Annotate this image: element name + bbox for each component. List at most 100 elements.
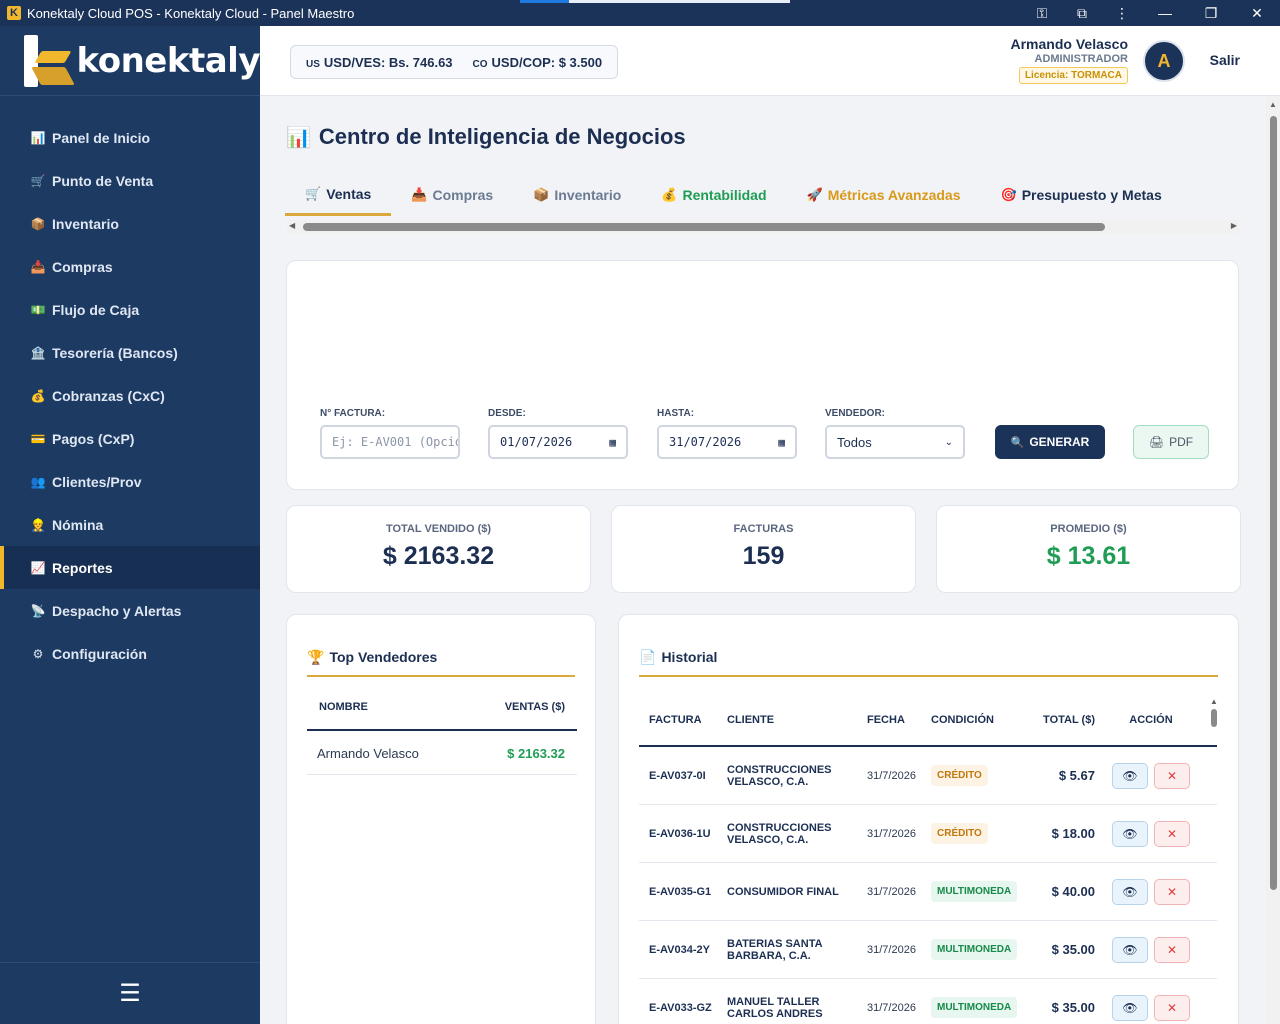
invoice-total: $ 35.00: [1051, 1000, 1095, 1015]
sidebar-item-label: Configuración: [52, 645, 147, 662]
brand-logo[interactable]: konektaly: [0, 26, 261, 96]
table-header: NOMBRE VENTAS ($): [307, 701, 577, 731]
sidebar-item-label: Pagos (CxP): [52, 430, 135, 447]
more-menu-icon[interactable]: ⋮: [1115, 4, 1129, 21]
menu-toggle-icon[interactable]: ☰: [0, 962, 260, 1024]
minimize-button[interactable]: —: [1158, 5, 1172, 21]
inventario-icon: 📦: [533, 187, 550, 202]
tab-inventario[interactable]: 📦 Inventario: [513, 174, 641, 216]
seller-select[interactable]: Todos ⌄: [825, 425, 965, 459]
action-cell: 👁 ✕: [1101, 994, 1201, 1021]
calendar-icon[interactable]: ▦: [778, 435, 785, 449]
sidebar-item-punto-de-venta[interactable]: 🛒 Punto de Venta: [0, 159, 260, 202]
scrollbar-thumb[interactable]: [1270, 116, 1277, 890]
table-scrollbar[interactable]: ▲: [1209, 697, 1219, 1024]
metricas-avanzadas-icon: 🚀: [806, 187, 823, 202]
condition-cell: CRÉDITO: [929, 823, 1037, 844]
invoice-number: E-AV034-2Y: [649, 943, 710, 956]
scrollbar-thumb[interactable]: [303, 223, 1105, 231]
configuracion-icon: ⚙: [32, 646, 44, 661]
client-name: MANUEL TALLER CARLOS ANDRES: [727, 995, 823, 1020]
view-button[interactable]: 👁: [1112, 936, 1148, 963]
delete-button[interactable]: ✕: [1154, 878, 1190, 905]
view-button[interactable]: 👁: [1112, 820, 1148, 847]
sidebar-item-compras[interactable]: 📥 Compras: [0, 245, 260, 288]
chart-icon: 📊: [286, 126, 311, 149]
generate-button[interactable]: 🔍 GENERAR: [995, 425, 1105, 459]
delete-button[interactable]: ✕: [1154, 994, 1190, 1021]
sidebar-item-nomina[interactable]: 👷 Nómina: [0, 503, 260, 546]
invoice-total: $ 18.00: [1051, 826, 1095, 841]
sidebar-item-label: Panel de Inicio: [52, 129, 151, 146]
delete-button[interactable]: ✕: [1154, 762, 1190, 789]
client-name: CONSTRUCCIONES VELASCO, C.A.: [727, 821, 832, 846]
sidebar-item-reportes[interactable]: 📈 Reportes: [0, 546, 260, 589]
key-icon[interactable]: ⚿: [1036, 4, 1048, 21]
calendar-icon[interactable]: ▦: [609, 435, 616, 449]
sidebar-item-configuracion[interactable]: ⚙ Configuración: [0, 632, 260, 675]
invoice-number: E-AV037-0I: [649, 769, 706, 782]
sidebar-item-tesoreria-bancos[interactable]: 🏦 Tesorería (Bancos): [0, 331, 260, 374]
flag-us-icon: US: [306, 58, 320, 70]
view-button[interactable]: 👁: [1112, 762, 1148, 789]
tab-rentabilidad[interactable]: 💰 Rentabilidad: [641, 174, 786, 216]
scroll-right-icon[interactable]: ▶: [1230, 221, 1237, 230]
sidebar: konektaly 📊 Panel de Inicio 🛒 Punto de Vent…: [0, 26, 261, 1024]
sidebar-item-label: Flujo de Caja: [52, 301, 140, 318]
panel-de-inicio-icon: 📊: [30, 130, 46, 145]
column-header-date: FECHA: [867, 714, 905, 726]
tab-compras[interactable]: 📥 Compras: [391, 174, 513, 216]
tab-metricas-avanzadas[interactable]: 🚀 Métricas Avanzadas: [787, 174, 981, 216]
tabs-scrollbar[interactable]: ◀ ▶: [287, 220, 1239, 234]
condition-badge: CRÉDITO: [931, 765, 988, 786]
column-header-condition: CONDICIÓN: [931, 714, 994, 726]
sidebar-item-inventario[interactable]: 📦 Inventario: [0, 202, 260, 245]
compras-icon: 📥: [411, 187, 428, 202]
sidebar-item-pagos-cxp[interactable]: 💳 Pagos (CxP): [0, 417, 260, 460]
delete-button[interactable]: ✕: [1154, 820, 1190, 847]
tab-presupuesto-y-metas[interactable]: 🎯 Presupuesto y Metas: [981, 174, 1182, 216]
sidebar-item-flujo-de-caja[interactable]: 💵 Flujo de Caja: [0, 288, 260, 331]
page-scrollbar[interactable]: ▲: [1266, 96, 1280, 1024]
loading-progress-fill: [520, 0, 569, 3]
clientes-prov-icon: 👥: [30, 474, 46, 489]
close-button[interactable]: ✕: [1251, 4, 1263, 21]
presupuesto-y-metas-icon: 🎯: [1000, 187, 1017, 202]
column-header-name: NOMBRE: [319, 701, 368, 713]
restore-button[interactable]: ❐: [1204, 4, 1218, 21]
logout-link[interactable]: Salir: [1209, 52, 1240, 68]
sidebar-item-despacho-y-alertas[interactable]: 📡 Despacho y Alertas: [0, 589, 260, 632]
rentabilidad-icon: 💰: [661, 187, 678, 202]
avatar[interactable]: A: [1143, 40, 1185, 82]
invoice-input[interactable]: Ej: E-AV001 (Opcional): [320, 425, 460, 459]
brand-name: konektaly: [76, 40, 261, 81]
from-date-input[interactable]: 01/07/2026 ▦: [488, 425, 628, 459]
scroll-left-icon[interactable]: ◀: [289, 221, 296, 230]
table-row: E-AV033-GZ MANUEL TALLER CARLOS ANDRES 31/…: [639, 979, 1217, 1024]
sidebar-item-panel-de-inicio[interactable]: 📊 Panel de Inicio: [0, 116, 260, 159]
scrollbar-thumb[interactable]: [1211, 709, 1217, 727]
stat-label: TOTAL VENDIDO ($): [385, 523, 492, 535]
sidebar-item-cobranzas-cxc[interactable]: 💰 Cobranzas (CxC): [0, 374, 260, 417]
delete-button[interactable]: ✕: [1154, 936, 1190, 963]
view-button[interactable]: 👁: [1112, 994, 1148, 1021]
to-date-input[interactable]: 31/07/2026 ▦: [657, 425, 797, 459]
table-row: E-AV035-G1 CONSUMIDOR FINAL 31/7/2026 MULTI…: [639, 863, 1217, 921]
punto-de-venta-icon: 🛒: [30, 173, 46, 188]
pdf-button[interactable]: 🖨 PDF: [1133, 425, 1209, 459]
app-logo-icon: K: [7, 6, 21, 20]
scroll-up-icon[interactable]: ▲: [1210, 697, 1218, 706]
nomina-icon: 👷: [30, 517, 46, 532]
cobranzas-cxc-icon: 💰: [30, 388, 46, 403]
client-name: CONSTRUCCIONES VELASCO, C.A.: [727, 763, 832, 788]
tab-ventas[interactable]: 🛒 Ventas: [285, 174, 392, 216]
scroll-up-icon[interactable]: ▲: [1269, 100, 1277, 109]
close-icon: ✕: [1166, 942, 1178, 957]
ventas-icon: 🛒: [305, 185, 322, 201]
sidebar-item-clientes-prov[interactable]: 👥 Clientes/Prov: [0, 460, 260, 503]
extensions-icon[interactable]: ⧉: [1077, 4, 1087, 21]
view-button[interactable]: 👁: [1112, 878, 1148, 905]
client-name: CONSUMIDOR FINAL: [727, 885, 839, 898]
seller-name: Armando Velasco: [317, 746, 419, 761]
tab-label: Presupuesto y Metas: [1021, 187, 1162, 203]
